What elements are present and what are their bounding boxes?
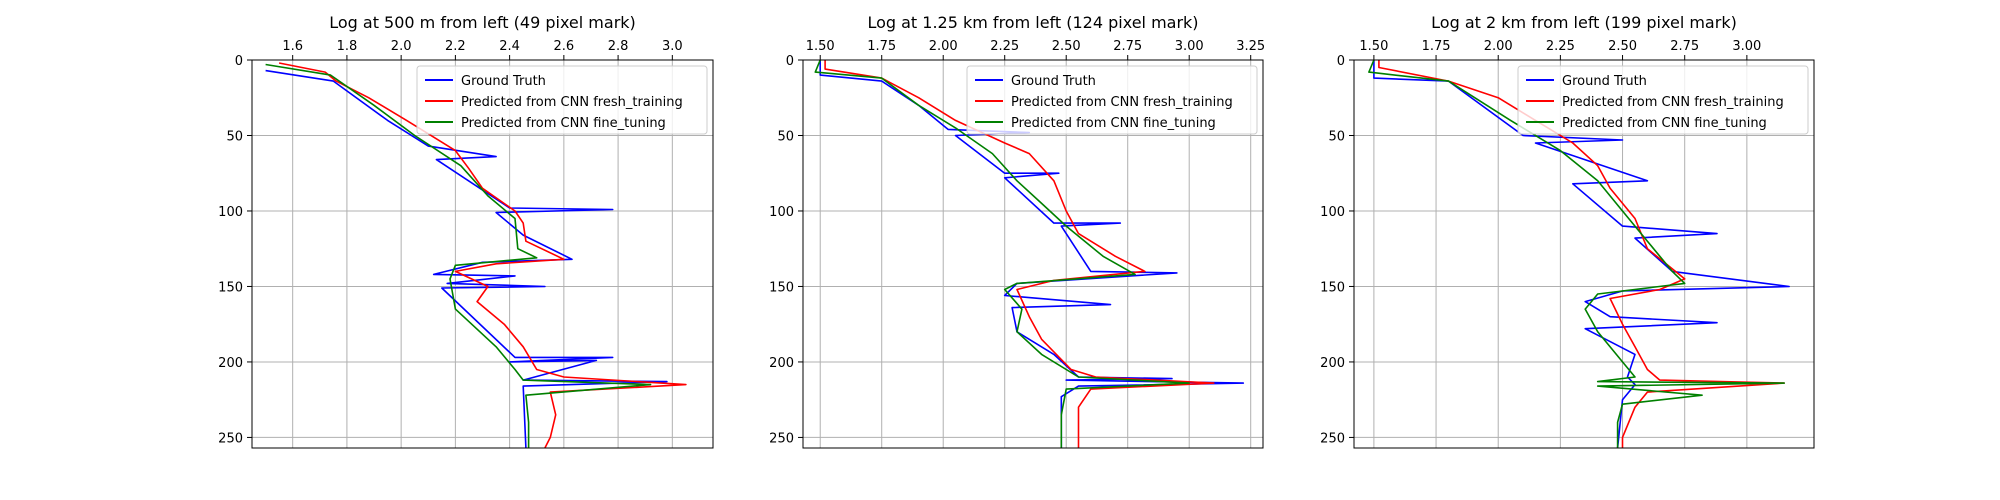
chart-title: Log at 2 km from left (199 pixel mark) bbox=[1431, 13, 1737, 32]
legend-label: Ground Truth bbox=[461, 74, 546, 89]
x-tick-label: 3.0 bbox=[662, 39, 683, 54]
series-line-2 bbox=[824, 60, 1215, 448]
chart-title: Log at 500 m from left (49 pixel mark) bbox=[329, 13, 636, 32]
legend-label: Predicted from CNN fresh_training bbox=[1011, 95, 1233, 110]
legend-label: Predicted from CNN fine_tuning bbox=[1562, 116, 1767, 131]
legend: Ground Truth Predicted from CNN fresh_tra… bbox=[966, 65, 1258, 135]
x-tick-label: 1.50 bbox=[806, 39, 835, 54]
x-tick-label: 2.8 bbox=[608, 39, 629, 54]
y-tick-label: 150 bbox=[1320, 280, 1345, 295]
y-tick-label: 0 bbox=[786, 54, 794, 69]
y-tick-label: 100 bbox=[1320, 205, 1345, 220]
x-tick-label: 3.25 bbox=[1236, 39, 1265, 54]
x-tick-label: 2.25 bbox=[1546, 39, 1575, 54]
legend-box bbox=[966, 65, 1258, 135]
legend-label: Predicted from CNN fresh_training bbox=[1562, 95, 1784, 110]
legend-box bbox=[1517, 65, 1809, 135]
x-tick-label: 2.2 bbox=[445, 39, 466, 54]
x-tick-label: 2.00 bbox=[929, 39, 958, 54]
x-tick-label: 2.25 bbox=[990, 39, 1019, 54]
legend-label: Predicted from CNN fine_tuning bbox=[1011, 116, 1216, 131]
y-tick-label: 250 bbox=[218, 431, 243, 446]
y-tick-label: 150 bbox=[218, 280, 243, 295]
series-line-2 bbox=[278, 62, 687, 449]
series-line-1 bbox=[265, 69, 668, 449]
y-tick-label: 100 bbox=[769, 205, 794, 220]
x-tick-label: 2.75 bbox=[1670, 39, 1699, 54]
x-tick-label: 2.50 bbox=[1052, 39, 1081, 54]
legend: Ground Truth Predicted from CNN fresh_tra… bbox=[416, 65, 708, 135]
x-tick-label: 2.75 bbox=[1113, 39, 1142, 54]
legend-label: Ground Truth bbox=[1011, 74, 1096, 89]
y-tick-label: 0 bbox=[1337, 54, 1345, 69]
y-tick-label: 0 bbox=[235, 54, 243, 69]
x-tick-label: 1.50 bbox=[1359, 39, 1388, 54]
x-tick-label: 2.6 bbox=[554, 39, 575, 54]
y-tick-label: 200 bbox=[218, 356, 243, 371]
legend-box bbox=[416, 65, 708, 135]
chart-panel-3: 1.50 1.75 2.00 2.25 2.50 2.75 3.00 0 50 100 150 200… bbox=[1320, 13, 1815, 449]
x-tick-label: 1.75 bbox=[1422, 39, 1451, 54]
legend-label: Predicted from CNN fresh_training bbox=[461, 95, 683, 110]
legend-label: Predicted from CNN fine_tuning bbox=[461, 116, 666, 131]
x-tick-label: 2.4 bbox=[499, 39, 520, 54]
series-line-3 bbox=[265, 63, 652, 448]
legend-label: Ground Truth bbox=[1562, 74, 1647, 89]
x-tick-label: 1.75 bbox=[867, 39, 896, 54]
chart-panel-1: 1.6 1.8 2.0 2.2 2.4 2.6 2.8 3.0 0 50 100 150 200 250 L… bbox=[218, 13, 714, 449]
legend: Ground Truth Predicted from CNN fresh_tra… bbox=[1517, 65, 1809, 135]
x-tick-label: 2.0 bbox=[391, 39, 412, 54]
x-tick-label: 1.6 bbox=[282, 39, 303, 54]
y-tick-label: 50 bbox=[777, 129, 794, 144]
plot-frame bbox=[802, 59, 1264, 449]
plot-frame bbox=[251, 59, 714, 449]
y-tick-label: 200 bbox=[769, 356, 794, 371]
y-tick-label: 200 bbox=[1320, 356, 1345, 371]
y-tick-label: 100 bbox=[218, 205, 243, 220]
x-tick-label: 3.00 bbox=[1732, 39, 1761, 54]
y-tick-label: 150 bbox=[769, 280, 794, 295]
x-tick-label: 3.00 bbox=[1175, 39, 1204, 54]
y-tick-label: 50 bbox=[226, 129, 243, 144]
plot-frame bbox=[1353, 59, 1815, 449]
y-tick-label: 50 bbox=[1328, 129, 1345, 144]
series-line-3 bbox=[1368, 59, 1785, 448]
chart-title: Log at 1.25 km from left (124 pixel mark… bbox=[867, 13, 1198, 32]
x-tick-label: 2.00 bbox=[1484, 39, 1513, 54]
x-tick-label: 1.8 bbox=[337, 39, 358, 54]
y-tick-label: 250 bbox=[1320, 431, 1345, 446]
x-tick-label: 2.50 bbox=[1608, 39, 1637, 54]
series-line-3 bbox=[814, 59, 1190, 448]
chart-panel-2: 1.50 1.75 2.00 2.25 2.50 2.75 3.00 3.25 0 50 100 15… bbox=[769, 13, 1265, 449]
y-tick-label: 250 bbox=[769, 431, 794, 446]
